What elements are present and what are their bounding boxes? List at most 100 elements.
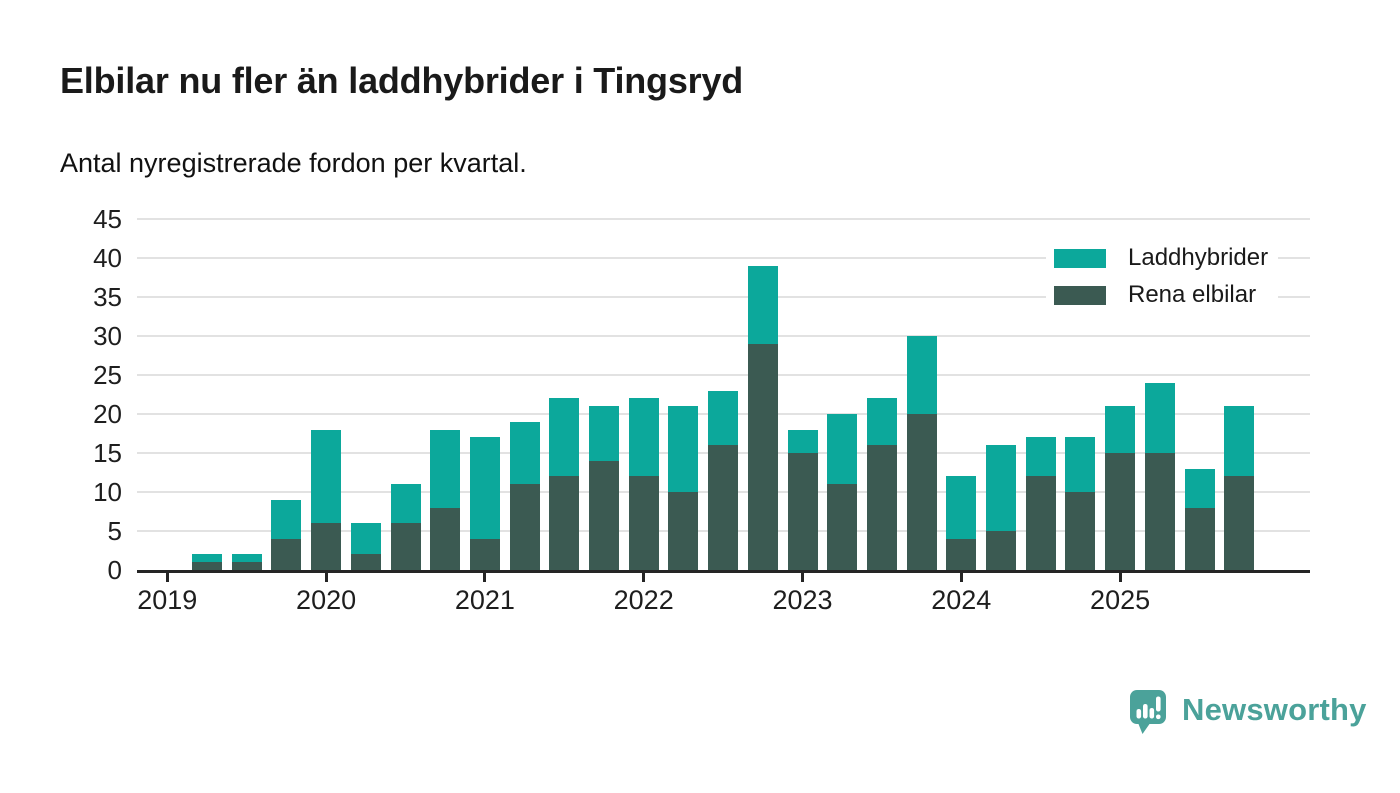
x-tick-label-2023: 2023 [772,585,833,615]
bar-2019-q2 [192,554,222,570]
bar-2024-q1 [946,476,977,570]
segment-rena-elbilar [747,343,778,570]
segment-laddhybrider [1065,437,1096,492]
segment-rena-elbilar [271,538,302,570]
bar-2019-q4 [271,499,302,570]
segment-rena-elbilar [549,476,580,570]
gridline-30 [137,335,1310,337]
bar-2019-q3 [231,554,262,570]
x-tick-label-2021: 2021 [454,585,515,615]
x-tick-label-2024: 2024 [931,585,992,615]
legend-label: Rena elbilar [1128,281,1257,308]
legend-label: Laddhybrider [1128,244,1269,271]
segment-laddhybrider [1144,382,1175,453]
y-tick-label: 35 [93,282,122,312]
y-tick-label: 0 [107,555,122,585]
bar-2025-q2 [1144,382,1175,570]
segment-laddhybrider [192,554,222,563]
y-tick-label: 30 [93,321,122,351]
segment-laddhybrider [747,265,778,344]
x-tick-2025 [1118,573,1122,582]
segment-laddhybrider [1184,468,1215,508]
x-tick-label-2019: 2019 [137,585,198,615]
x-tick-2023 [801,573,804,582]
bar-2025-q4 [1224,406,1255,570]
segment-laddhybrider [589,406,619,461]
y-tick-label: 15 [93,438,122,468]
segment-rena-elbilar [986,531,1016,570]
segment-rena-elbilar [589,460,619,570]
bar-2024-q3 [1025,437,1056,570]
bar-2020-q4 [430,429,461,570]
legend-swatch [1054,248,1106,268]
segment-laddhybrider [628,398,659,477]
y-tick-label: 25 [93,360,122,390]
segment-rena-elbilar [1025,476,1056,570]
segment-rena-elbilar [708,445,739,570]
segment-rena-elbilar [1065,492,1096,570]
segment-rena-elbilar [946,538,977,570]
legend-swatch [1054,285,1106,305]
x-tick-2021 [483,573,487,582]
segment-rena-elbilar [390,523,421,570]
newsworthy-branding: Newsworthy [1128,688,1367,738]
x-tick-2019 [165,573,169,582]
legend-item-rena-elbilar: Rena elbilar [1054,281,1268,309]
bar-2025-q3 [1184,468,1215,570]
bar-2022-q3 [708,390,739,570]
plot-area [137,218,1310,570]
y-tick-label: 40 [93,243,122,273]
segment-rena-elbilar [787,453,818,570]
legend-item-laddhybrider: Laddhybrider [1054,244,1268,272]
segment-laddhybrider [390,484,421,524]
segment-laddhybrider [1025,437,1056,477]
bar-2021-q3 [549,398,580,570]
segment-laddhybrider [668,406,699,492]
bar-2022-q2 [668,406,699,570]
bar-2021-q1 [469,437,500,570]
bar-2022-q4 [747,265,778,570]
y-tick-label: 10 [93,477,122,507]
segment-rena-elbilar [1184,507,1215,570]
chart-title: Elbilar nu fler än laddhybrider i Tingsr… [60,60,744,101]
segment-laddhybrider [1224,406,1255,477]
bar-2020-q3 [390,484,421,570]
segment-laddhybrider [549,398,580,477]
bar-2025-q1 [1105,406,1136,570]
segment-rena-elbilar [1224,476,1255,570]
gridline-25 [137,374,1310,376]
segment-laddhybrider [986,445,1016,531]
segment-rena-elbilar [668,492,699,570]
bar-2023-q4 [906,336,937,570]
gridline-45 [137,218,1310,220]
segment-rena-elbilar [628,476,659,570]
segment-laddhybrider [906,336,937,414]
bar-2022-q1 [628,398,659,570]
segment-laddhybrider [1105,406,1136,453]
y-tick-label: 5 [107,516,122,546]
x-tick-2022 [642,573,646,582]
segment-laddhybrider [708,390,739,446]
bar-2024-q4 [1065,437,1096,570]
segment-rena-elbilar [906,414,937,570]
segment-rena-elbilar [509,484,540,570]
segment-laddhybrider [509,421,540,485]
segment-rena-elbilar [827,484,858,570]
segment-rena-elbilar [192,562,222,570]
segment-rena-elbilar [311,523,342,570]
segment-rena-elbilar [1144,453,1175,570]
y-tick-label: 45 [93,204,122,234]
segment-laddhybrider [430,429,461,508]
x-tick-label-2020: 2020 [296,585,357,615]
newsworthy-wordmark: Newsworthy [1182,692,1367,727]
segment-rena-elbilar [1105,453,1136,570]
bar-2023-q2 [827,414,858,570]
segment-rena-elbilar [350,554,381,570]
gridline-35 [137,296,1310,298]
segment-laddhybrider [350,523,381,555]
segment-laddhybrider [946,476,977,539]
segment-laddhybrider [311,429,342,524]
bar-2024-q2 [986,445,1016,570]
bar-2023-q3 [866,398,897,570]
